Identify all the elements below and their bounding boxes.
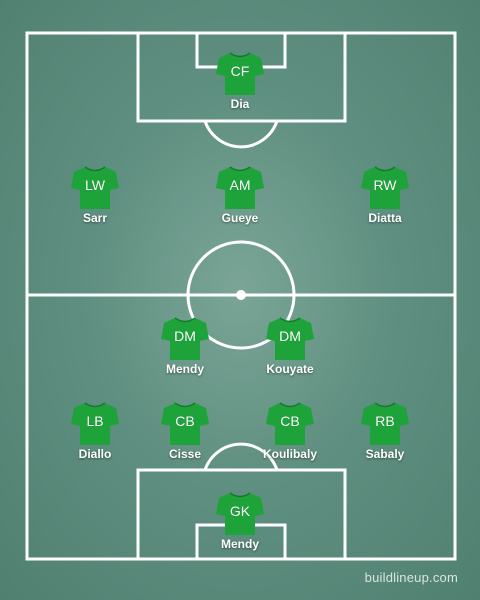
player-position: LB bbox=[86, 413, 104, 429]
player-name: Diallo bbox=[78, 447, 112, 461]
jersey-icon: RW bbox=[360, 164, 410, 210]
player-cb-7[interactable]: CB Cisse bbox=[140, 400, 230, 461]
player-name: Diatta bbox=[368, 211, 402, 225]
player-gk-10[interactable]: GK Mendy bbox=[195, 490, 285, 551]
player-name: Gueye bbox=[221, 211, 259, 225]
player-cb-8[interactable]: CB Koulibaly bbox=[245, 400, 335, 461]
player-position: RB bbox=[375, 413, 395, 429]
jersey-icon: RB bbox=[360, 400, 410, 446]
player-position: GK bbox=[229, 503, 251, 519]
player-dm-5[interactable]: DM Kouyate bbox=[245, 315, 335, 376]
player-am-2[interactable]: AM Gueye bbox=[195, 164, 285, 225]
player-name: Sabaly bbox=[365, 447, 405, 461]
jersey-icon: DM bbox=[265, 315, 315, 361]
player-position: CF bbox=[230, 63, 250, 79]
jersey-icon: LB bbox=[70, 400, 120, 446]
player-lb-6[interactable]: LB Diallo bbox=[50, 400, 140, 461]
jersey-icon: CF bbox=[215, 50, 265, 96]
player-position: AM bbox=[229, 177, 251, 193]
player-position: CB bbox=[175, 413, 195, 429]
player-name: Cisse bbox=[168, 447, 202, 461]
jersey-icon: CB bbox=[160, 400, 210, 446]
player-cf-0[interactable]: CF Dia bbox=[195, 50, 285, 111]
player-name: Koulibaly bbox=[262, 447, 317, 461]
player-name: Mendy bbox=[220, 537, 259, 551]
player-rw-3[interactable]: RW Diatta bbox=[340, 164, 430, 225]
player-name: Mendy bbox=[165, 362, 204, 376]
jersey-icon: AM bbox=[215, 164, 265, 210]
player-position: DM bbox=[174, 328, 196, 344]
player-position: LW bbox=[85, 177, 105, 193]
jersey-icon: DM bbox=[160, 315, 210, 361]
player-rb-9[interactable]: RB Sabaly bbox=[340, 400, 430, 461]
player-position: CB bbox=[280, 413, 300, 429]
player-name: Sarr bbox=[82, 211, 108, 225]
player-dm-4[interactable]: DM Mendy bbox=[140, 315, 230, 376]
player-position: RW bbox=[373, 177, 397, 193]
player-lw-1[interactable]: LW Sarr bbox=[50, 164, 140, 225]
jersey-icon: LW bbox=[70, 164, 120, 210]
player-position: DM bbox=[279, 328, 301, 344]
jersey-icon: GK bbox=[215, 490, 265, 536]
player-name: Kouyate bbox=[266, 362, 314, 376]
jersey-icon: CB bbox=[265, 400, 315, 446]
watermark: buildlineup.com bbox=[364, 570, 458, 585]
player-name: Dia bbox=[230, 97, 250, 111]
